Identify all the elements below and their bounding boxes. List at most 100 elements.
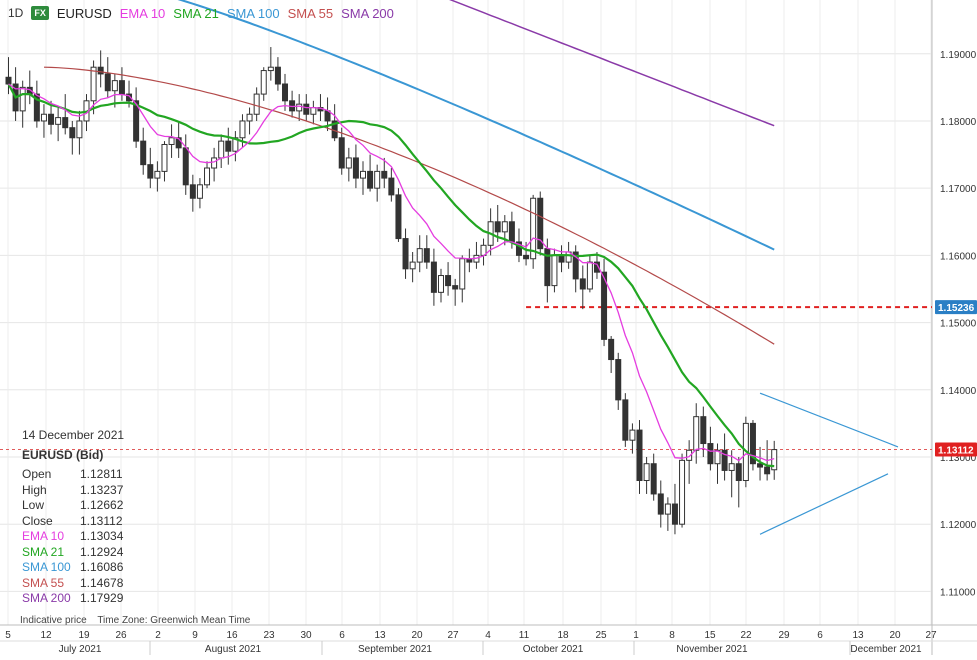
candle-body-down bbox=[104, 73, 111, 92]
candle-body-down bbox=[430, 261, 437, 293]
x-tick-label: 19 bbox=[78, 630, 90, 641]
info-row-sma21: SMA 21 1.12924 bbox=[22, 544, 124, 559]
info-row-close: Close 1.13112 bbox=[22, 513, 123, 528]
candle bbox=[657, 480, 664, 528]
candle bbox=[523, 241, 530, 266]
candle-body-up bbox=[196, 184, 203, 199]
candle-body-down bbox=[62, 117, 69, 129]
candle-body-down bbox=[537, 197, 544, 250]
candle-body-down bbox=[133, 100, 140, 142]
x-tick-label: 27 bbox=[447, 630, 459, 641]
candle bbox=[168, 124, 175, 158]
candle-body-up bbox=[76, 120, 83, 139]
candle-body-down bbox=[558, 254, 565, 263]
ohlc-info-panel: 14 December 2021 EURUSD (Bid) Open 1.1281… bbox=[22, 428, 124, 607]
candle bbox=[608, 336, 615, 373]
candle bbox=[381, 157, 388, 189]
candle bbox=[452, 278, 459, 306]
x-tick-label: 27 bbox=[925, 630, 937, 641]
candle-body-up bbox=[260, 70, 267, 95]
candle bbox=[650, 453, 657, 501]
candle bbox=[409, 252, 416, 283]
candle bbox=[671, 483, 678, 535]
indicator-ema10[interactable]: EMA 10 bbox=[119, 5, 166, 21]
x-tick-label: 8 bbox=[669, 630, 675, 641]
candle bbox=[374, 164, 381, 202]
x-tick-label: 2 bbox=[155, 630, 161, 641]
candle bbox=[664, 497, 671, 531]
info-instrument: EURUSD (Bid) bbox=[22, 447, 104, 462]
candle-body-down bbox=[388, 177, 395, 196]
candle-body-up bbox=[459, 258, 466, 290]
candle-body-down bbox=[650, 463, 657, 495]
candle bbox=[601, 258, 608, 347]
candle bbox=[679, 453, 686, 528]
candle bbox=[629, 423, 636, 454]
candle bbox=[757, 446, 764, 481]
candle-body-down bbox=[757, 463, 764, 468]
candle bbox=[140, 127, 147, 175]
candle bbox=[211, 147, 218, 182]
y-tick-label: 1.16000 bbox=[940, 251, 977, 262]
info-row-sma55: SMA 55 1.14678 bbox=[22, 575, 124, 590]
x-tick-label: 23 bbox=[263, 630, 275, 641]
candle bbox=[338, 127, 345, 175]
candle bbox=[97, 50, 104, 88]
candle bbox=[643, 456, 650, 494]
candle-body-down bbox=[593, 261, 600, 273]
candle bbox=[62, 94, 69, 135]
candle bbox=[395, 188, 402, 242]
x-tick-label: 6 bbox=[817, 630, 823, 641]
y-tick-label: 1.14000 bbox=[940, 386, 977, 397]
candle-body-up bbox=[168, 137, 175, 145]
candle bbox=[33, 80, 40, 128]
interval-label[interactable]: 1D bbox=[8, 6, 24, 20]
indicator-sma55[interactable]: SMA 55 bbox=[287, 5, 334, 21]
candle-body-down bbox=[395, 194, 402, 240]
price-labels: 1.15236 1.13112 bbox=[935, 300, 977, 457]
info-row-sma200: SMA 200 1.17929 bbox=[22, 591, 124, 605]
x-month-label: December 2021 bbox=[850, 644, 922, 655]
candle-body-down bbox=[615, 359, 622, 401]
candle bbox=[416, 235, 423, 273]
x-month-label: October 2021 bbox=[523, 644, 584, 655]
triangle-lower-trendline bbox=[759, 473, 889, 535]
candle-body-up bbox=[296, 103, 303, 112]
symbol-label[interactable]: EURUSD bbox=[56, 5, 112, 21]
candle-body-down bbox=[282, 83, 289, 102]
support-price-tag-text: 1.15236 bbox=[938, 303, 975, 314]
candle-body-up bbox=[409, 261, 416, 270]
candle-body-down bbox=[508, 221, 515, 243]
candle-body-up bbox=[239, 120, 246, 139]
x-tick-label: 13 bbox=[852, 630, 864, 641]
indicator-sma21[interactable]: SMA 21 bbox=[173, 5, 219, 21]
candle bbox=[282, 73, 289, 111]
candle bbox=[360, 161, 366, 195]
candle bbox=[537, 191, 544, 256]
candle-body-up bbox=[154, 170, 161, 179]
candle-body-down bbox=[636, 429, 643, 482]
candle bbox=[437, 268, 444, 303]
candle-body-down bbox=[657, 493, 664, 515]
indicator-sma100[interactable]: SMA 100 bbox=[226, 5, 280, 21]
x-month-label: November 2021 bbox=[676, 644, 748, 655]
candle bbox=[40, 104, 47, 138]
candle bbox=[494, 204, 501, 242]
candle bbox=[55, 107, 62, 142]
candle-body-down bbox=[700, 416, 707, 445]
candle bbox=[111, 73, 118, 108]
x-tick-label: 26 bbox=[115, 630, 127, 641]
candle bbox=[530, 194, 537, 269]
indicator-sma200[interactable]: SMA 200 bbox=[341, 5, 394, 21]
candle bbox=[636, 420, 643, 494]
candle-body-down bbox=[367, 170, 374, 189]
y-tick-label: 1.15000 bbox=[940, 319, 977, 330]
candle-body-down bbox=[622, 399, 629, 441]
info-row-open: Open 1.12811 bbox=[22, 467, 123, 481]
candle-body-up bbox=[586, 261, 593, 290]
candle-body-down bbox=[423, 248, 430, 263]
candle-body-up bbox=[360, 170, 366, 179]
